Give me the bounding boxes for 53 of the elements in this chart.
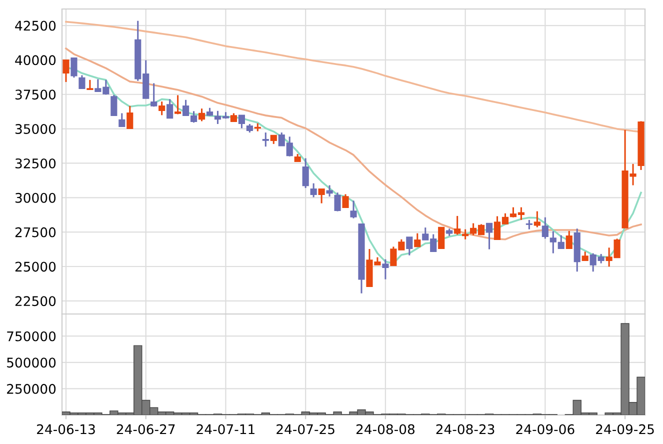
candlestick (118, 112, 126, 128)
x-tick-label: 24-08-08 (356, 424, 414, 434)
candlestick (350, 200, 357, 220)
x-tick-label: 24-06-27 (116, 424, 175, 434)
y-tick-label: 30000 (15, 192, 56, 203)
candlestick (150, 82, 158, 108)
candlestick (566, 230, 572, 250)
candlestick (174, 94, 182, 115)
y-tick-label: 22500 (15, 296, 56, 306)
x-tick-label: 24-09-25 (596, 424, 654, 434)
candlestick (438, 226, 445, 250)
candlestick (382, 258, 389, 280)
y-tick-label: 40000 (15, 55, 56, 66)
y-tick-label: 32500 (15, 158, 56, 168)
candlestick (262, 132, 269, 148)
candlestick (110, 94, 118, 116)
y-tick-label: 500000 (7, 358, 56, 368)
line-series (65, 48, 642, 240)
y-tick-label: 27500 (15, 227, 56, 238)
candlestick (526, 219, 532, 230)
candlestick (342, 193, 349, 208)
x-tick-label: 24-07-11 (196, 424, 254, 434)
candlestick (414, 232, 421, 248)
candlestick (334, 192, 341, 212)
candlestick (238, 114, 245, 130)
y-tick-label: 250000 (7, 384, 56, 394)
candlestick (542, 216, 548, 240)
candlestick (62, 59, 70, 83)
candlestick (198, 108, 206, 122)
y-tick-label: 42500 (15, 20, 56, 31)
y-tick-label: 750000 (7, 331, 56, 342)
candlestick (86, 79, 94, 90)
candlestick (126, 105, 134, 130)
candlestick (486, 222, 493, 250)
candlestick (454, 215, 461, 236)
x-tick-label: 24-06-13 (37, 424, 95, 434)
candlestick (302, 158, 309, 189)
candlestick (462, 228, 469, 240)
candlestick (158, 100, 166, 116)
candlestick (78, 74, 86, 90)
x-tick-label: 24-09-06 (516, 424, 574, 434)
candlestick (326, 184, 333, 198)
x-tick-label: 24-08-23 (436, 424, 494, 434)
y-tick-label: 37500 (15, 90, 56, 100)
candlestick (534, 210, 540, 228)
y-tick-label: 25000 (15, 262, 56, 272)
y-tick-label: 35000 (15, 124, 56, 134)
candlestick (70, 57, 78, 78)
candlestick (406, 236, 413, 256)
x-tick-label: 24-07-25 (276, 424, 334, 434)
candlestick (166, 98, 174, 119)
candlestick (318, 188, 325, 204)
candlestick (310, 182, 317, 198)
